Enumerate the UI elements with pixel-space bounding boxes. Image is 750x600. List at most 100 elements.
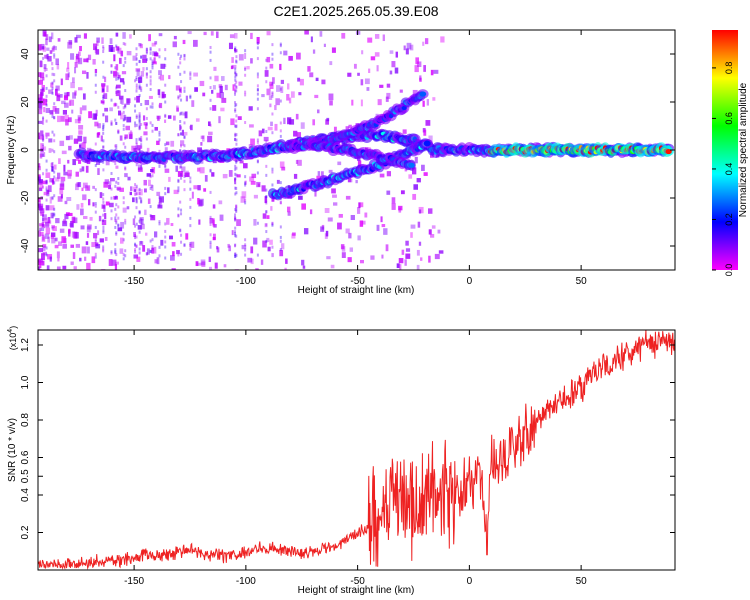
heatmap-cell [298, 195, 303, 200]
heatmap-cell [114, 196, 117, 200]
heatmap-cell [253, 194, 258, 199]
heatmap-cell [124, 117, 127, 121]
heatmap-cell [135, 192, 138, 196]
heatmap-cell [379, 173, 385, 178]
heatmap-cell [234, 48, 237, 52]
heatmap-cell [55, 58, 59, 66]
heatmap-cell [100, 135, 103, 142]
heatmap-cell [145, 252, 148, 256]
heatmap-cell [48, 89, 54, 94]
heatmap-cell [235, 204, 238, 208]
heatmap-cell [151, 42, 156, 47]
heatmap-cell [235, 60, 238, 64]
heatmap-cell [51, 179, 54, 183]
heatmap-cell [183, 70, 186, 74]
heatmap-cell [115, 90, 121, 97]
heatmap-cell [234, 90, 237, 94]
heatmap-cell [381, 254, 384, 259]
heatmap-cell [251, 173, 257, 179]
heatmap-cell [234, 67, 237, 71]
heatmap-cell [39, 227, 43, 232]
heatmap-cell [398, 205, 403, 211]
heatmap-cell [358, 202, 361, 209]
heatmap-cell [45, 188, 48, 192]
heatmap-cell [115, 77, 118, 81]
heatmap-cell [110, 70, 113, 74]
heatmap-cell [38, 132, 41, 140]
heatmap-cell [271, 91, 274, 95]
heatmap-cell [70, 82, 75, 89]
heatmap-cell [258, 130, 263, 137]
heatmap-cell [45, 227, 51, 235]
heatmap-cell [80, 208, 84, 216]
heatmap-cell [138, 211, 141, 215]
heatmap-cell [235, 253, 238, 257]
heatmap-cell [351, 99, 354, 106]
heatmap-cell [114, 251, 117, 255]
heatmap-cell [296, 132, 302, 139]
heatmap-cell [85, 241, 89, 245]
heatmap-cell [110, 47, 113, 51]
heatmap-cell [271, 170, 274, 174]
heatmap-cell [189, 125, 192, 129]
heatmap-cell [51, 212, 54, 216]
heatmap-cell [139, 43, 143, 49]
heatmap-cell [151, 238, 154, 242]
heatmap-cell [122, 207, 127, 213]
heatmap-cell [234, 138, 237, 142]
heatmap-cell [177, 189, 180, 193]
heatmap-cell [135, 146, 138, 150]
heatmap-cell [110, 250, 113, 254]
heatmap-cell [135, 197, 138, 201]
heatmap-cell [177, 214, 180, 218]
heatmap-cell [59, 183, 65, 190]
heatmap-cell [51, 178, 55, 185]
heatmap-cell [38, 176, 41, 182]
snr-y-tick-label-0: 0.2 [20, 525, 31, 539]
heatmap-cell [102, 94, 105, 98]
colorbar-label: Normalized spectral amplitude [738, 82, 749, 217]
heatmap-cell [53, 150, 56, 154]
heatmap-cell [244, 121, 247, 125]
heatmap-cell [145, 47, 148, 51]
heatmap-cell [142, 245, 146, 252]
heatmap-x-tick-label-4: 50 [576, 276, 588, 287]
heatmap-cell [219, 85, 223, 93]
heatmap-cell [139, 217, 144, 221]
heatmap-cell [325, 119, 330, 125]
heatmap-cell [42, 56, 45, 60]
heatmap-cell [239, 160, 244, 164]
heatmap-cell [164, 168, 170, 173]
heatmap-cell [182, 39, 186, 45]
heatmap-cell [151, 105, 154, 109]
heatmap-cell [102, 228, 105, 232]
heatmap-cell [115, 146, 118, 150]
heatmap-cell [42, 143, 45, 147]
heatmap-cell [250, 58, 253, 64]
heatmap-cell [102, 247, 105, 251]
heatmap-cell [199, 167, 205, 174]
heatmap-cell [114, 264, 118, 270]
heatmap-cell [52, 226, 57, 232]
heatmap-cell [113, 195, 118, 200]
heatmap-cell [124, 42, 127, 46]
heatmap-cell [117, 227, 123, 232]
heatmap-cell [179, 149, 182, 153]
heatmap-cell [48, 138, 53, 143]
heatmap-cell [110, 64, 113, 68]
heatmap-cell [140, 122, 143, 126]
heatmap-cell [114, 242, 117, 246]
heatmap-cell [72, 159, 76, 166]
heatmap-cell [279, 249, 284, 257]
heatmap-cell [81, 70, 87, 75]
heatmap-cell [38, 80, 43, 85]
heatmap-cell [74, 118, 79, 124]
heatmap-cell [124, 56, 127, 60]
heatmap-cell [235, 49, 238, 53]
heatmap-cell [177, 250, 180, 254]
heatmap-cell [274, 123, 278, 131]
heatmap-cell [94, 252, 97, 256]
heatmap-cell [138, 138, 141, 142]
heatmap-cell [115, 231, 118, 235]
heatmap-cell [189, 180, 192, 184]
